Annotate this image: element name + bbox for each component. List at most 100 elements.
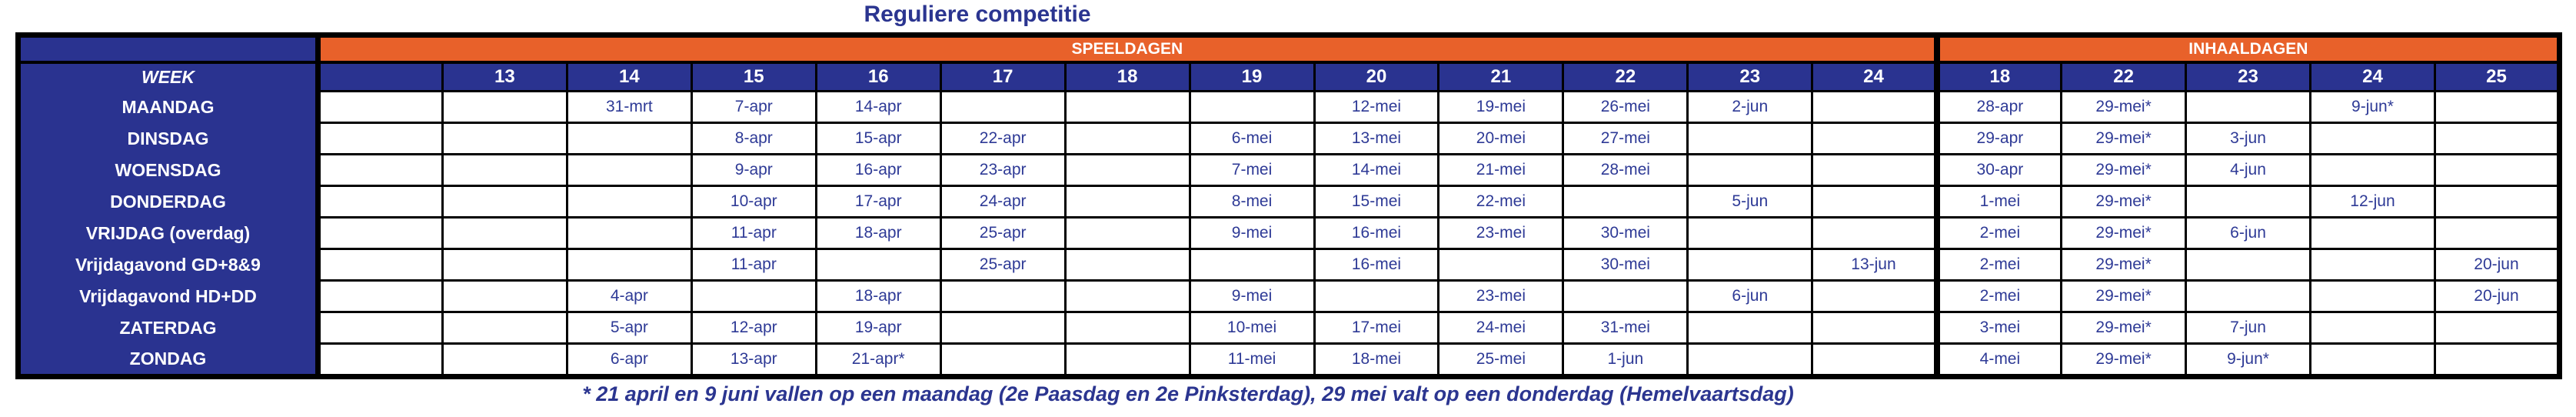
schedule-cell: 5-jun xyxy=(1686,185,1814,219)
schedule-cell: 22-mei xyxy=(1437,185,1565,219)
schedule-cell: 16-mei xyxy=(1313,248,1440,282)
schedule-cell: 19-mei xyxy=(1437,90,1565,124)
schedule-cell: 10-apr xyxy=(690,185,817,219)
week-col-header: 18 xyxy=(1933,61,2063,92)
schedule-cell: 23-mei xyxy=(1437,279,1565,313)
schedule-cell: 2-mei xyxy=(1933,248,2063,282)
schedule-cell: 12-apr xyxy=(690,311,817,345)
schedule-cell: 29-mei* xyxy=(2060,216,2188,250)
schedule-cell: 4-jun xyxy=(2185,153,2311,187)
schedule-cell: 6-jun xyxy=(2185,216,2311,250)
week-col-header: 24 xyxy=(1811,61,1939,92)
schedule-cell: 9-mei xyxy=(1188,279,1316,313)
schedule-cell xyxy=(317,342,444,378)
schedule-cell: 23-mei xyxy=(1437,216,1565,250)
schedule-cell xyxy=(1811,90,1939,124)
schedule-cell xyxy=(1063,122,1191,155)
schedule-cell xyxy=(1686,342,1814,378)
schedule-cell xyxy=(1562,279,1689,313)
schedule-cell: 11-mei xyxy=(1188,342,1316,378)
schedule-cell: 13-apr xyxy=(690,342,817,378)
week-col-header: 13 xyxy=(441,61,568,92)
schedule-cell: 26-mei xyxy=(1562,90,1689,124)
schedule-cell xyxy=(441,122,568,155)
schedule-cell: 16-mei xyxy=(1313,216,1440,250)
schedule-cell xyxy=(565,248,693,282)
table-row: VRIJDAG (overdag) 11-apr 18-apr 25-apr 9-mei… xyxy=(18,216,2561,250)
schedule-cell xyxy=(814,248,942,282)
schedule-cell: 2-mei xyxy=(1933,279,2063,313)
schedule-cell: 14-mei xyxy=(1313,153,1440,187)
schedule-cell: 21-apr* xyxy=(814,342,942,378)
schedule-cell: 18-apr xyxy=(814,216,942,250)
schedule-cell xyxy=(441,342,568,378)
table-row: ZONDAG 6-apr 13-apr 21-apr* 11-mei 18-mei 25-m… xyxy=(18,342,2561,378)
schedule-cell: 7-apr xyxy=(690,90,817,124)
schedule-cell xyxy=(317,90,444,124)
week-col-header: 21 xyxy=(1437,61,1565,92)
schedule-cell xyxy=(441,216,568,250)
row-label: VRIJDAG (overdag) xyxy=(18,217,321,249)
schedule-cell xyxy=(1686,311,1814,345)
schedule-cell xyxy=(1437,248,1565,282)
schedule-cell: 20-jun xyxy=(2433,279,2561,313)
schedule-cell xyxy=(441,153,568,187)
schedule-cell: 3-mei xyxy=(1933,311,2063,345)
week-col-header: 15 xyxy=(690,61,817,92)
schedule-cell xyxy=(441,185,568,219)
schedule-cell xyxy=(1811,216,1939,250)
schedule-cell: 6-apr xyxy=(565,342,693,378)
schedule-cell xyxy=(2433,342,2561,378)
schedule-cell: 2-mei xyxy=(1933,216,2063,250)
week-col-header: 23 xyxy=(2185,61,2311,92)
schedule-cell xyxy=(2185,248,2311,282)
schedule-cell xyxy=(2309,248,2436,282)
schedule-cell xyxy=(1811,122,1939,155)
schedule-cell: 24-apr xyxy=(939,185,1067,219)
schedule-cell xyxy=(1063,342,1191,378)
schedule-cell: 8-apr xyxy=(690,122,817,155)
schedule-cell: 22-apr xyxy=(939,122,1067,155)
schedule-cell xyxy=(1063,279,1191,313)
schedule-cell: 5-apr xyxy=(565,311,693,345)
schedule-cell: 4-mei xyxy=(1933,342,2063,378)
table-row: DONDERDAG 10-apr 17-apr 24-apr 8-mei 15-mei 22… xyxy=(18,185,2561,219)
schedule-cell: 28-mei xyxy=(1562,153,1689,187)
schedule-cell: 11-apr xyxy=(690,248,817,282)
row-label: DINSDAG xyxy=(18,122,321,155)
schedule-cell xyxy=(441,248,568,282)
week-col-header: 16 xyxy=(814,61,942,92)
schedule-cell xyxy=(2185,185,2311,219)
schedule-cell: 30-apr xyxy=(1933,153,2063,187)
schedule-cell xyxy=(1063,185,1191,219)
schedule-cell xyxy=(939,90,1067,124)
schedule-cell: 3-jun xyxy=(2185,122,2311,155)
schedule-cell xyxy=(2433,153,2561,187)
schedule-table: SPEELDAGEN INHAALDAGEN WEEK 13 14 15 16 17 18… xyxy=(15,32,2562,379)
schedule-cell xyxy=(1188,248,1316,282)
schedule-cell xyxy=(1686,216,1814,250)
schedule-cell: 9-jun* xyxy=(2309,90,2436,124)
week-col-header: 17 xyxy=(939,61,1067,92)
schedule-cell: 29-mei* xyxy=(2060,153,2188,187)
schedule-cell: 12-mei xyxy=(1313,90,1440,124)
schedule-cell xyxy=(317,185,444,219)
week-col-header: 19 xyxy=(1188,61,1316,92)
schedule-cell: 29-mei* xyxy=(2060,90,2188,124)
schedule-cell xyxy=(939,311,1067,345)
schedule-cell: 30-mei xyxy=(1562,216,1689,250)
schedule-cell: 18-mei xyxy=(1313,342,1440,378)
week-col-header: 20 xyxy=(1313,61,1440,92)
schedule-cell: 7-mei xyxy=(1188,153,1316,187)
schedule-cell: 9-jun* xyxy=(2185,342,2311,378)
schedule-cell xyxy=(939,342,1067,378)
schedule-cell xyxy=(441,279,568,313)
schedule-cell xyxy=(2309,311,2436,345)
table-row: WOENSDAG 9-apr 16-apr 23-apr 7-mei 14-mei 21-m… xyxy=(18,153,2561,187)
row-label: MAANDAG xyxy=(18,91,321,123)
schedule-cell xyxy=(1811,311,1939,345)
schedule-cell xyxy=(2433,216,2561,250)
week-header-label: WEEK xyxy=(18,62,321,92)
table-row: MAANDAG 31-mrt 7-apr 14-apr 12-mei 19-mei 26-m… xyxy=(18,90,2561,124)
section-header-inhaaldagen: INHAALDAGEN xyxy=(1933,34,2561,64)
